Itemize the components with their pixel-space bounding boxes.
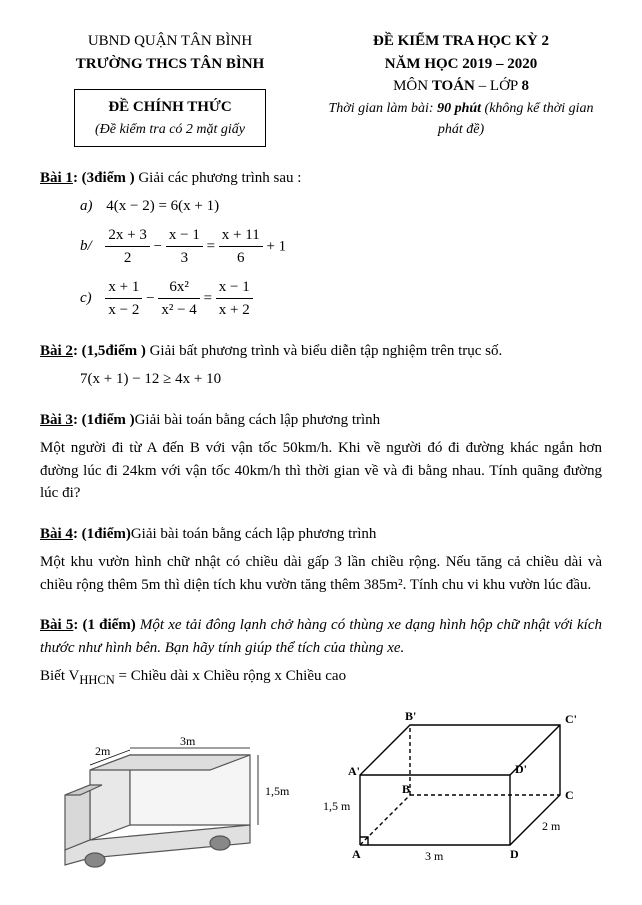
cube-diagram: B' C' A' D' B C A D 1,5 m 3 m 2 m [320,705,600,875]
q5-formula-tail: = Chiều dài x Chiều rộng x Chiều cao [115,668,346,684]
document-header: UBND QUẬN TÂN BÌNH TRƯỜNG THCS TÂN BÌNH … [40,30,602,147]
q1-b-f1-num: 2x + 3 [105,224,149,248]
q1-b-frac3: x + 116 [219,224,263,270]
q1-b-f3-den: 6 [219,247,263,270]
q2-title: Bài 2: (1,5điểm ) Giải bất phương trình … [40,340,602,363]
q2-text: Giải bất phương trình và biểu diễn tập n… [146,343,502,359]
q1-title: Bài 1: (3điểm ) Giải các phương trình sa… [40,167,602,190]
official-box: ĐỀ CHÍNH THỨC (Đề kiểm tra có 2 mặt giấy [74,89,266,147]
cube-Bp: B' [405,709,416,723]
equals-sign: = [204,290,216,306]
q1-b-f3-num: x + 11 [219,224,263,248]
time-prefix: Thời gian làm bài: [328,101,437,116]
q1-c-f3-num: x − 1 [216,276,253,300]
q5-title: Bài 5: (1 điểm) Một xe tải đông lạnh chở… [40,614,602,659]
question-5: Bài 5: (1 điểm) Một xe tải đông lạnh chở… [40,614,602,690]
cube-D: D [510,847,519,861]
q1-a-expr: 4(x − 2) = 6(x + 1) [106,198,219,214]
official-note: (Đề kiểm tra có 2 mặt giấy [95,119,245,140]
cube-dim-h: 1,5 m [323,799,351,813]
exam-time: Thời gian làm bài: 90 phút (không kể thờ… [320,98,602,140]
minus-sign: − [154,238,166,254]
q1-c-f1-den: x − 2 [105,299,142,322]
q4-points: : (1điểm) [73,526,131,542]
q1-b-f2-den: 3 [166,247,203,270]
school-name: TRƯỜNG THCS TÂN BÌNH [40,53,300,76]
q2-label: Bài 2 [40,343,73,359]
q1-c-frac2: 6x²x² − 4 [158,276,199,322]
cube-B: B [402,782,410,796]
subject-prefix: MÔN [393,78,432,94]
q3-points: : (1điểm ) [73,412,135,428]
q3-text: Giải bài toán bằng cách lập phương trình [135,412,381,428]
exam-year: NĂM HỌC 2019 – 2020 [320,53,602,76]
q1-c-frac1: x + 1x − 2 [105,276,142,322]
q1-points: : (3điểm ) [73,170,135,186]
q4-label: Bài 4 [40,526,73,542]
q3-label: Bài 3 [40,412,73,428]
q1-b-label: b/ [80,238,92,254]
question-4: Bài 4: (1điểm)Giải bài toán bằng cách lậ… [40,523,602,597]
q3-title: Bài 3: (1điểm )Giải bài toán bằng cách l… [40,409,602,432]
q2-points: : (1,5điểm ) [73,343,146,359]
q3-body: Một người đi từ A đến B với vận tốc 50km… [40,437,602,505]
q1-a: a) 4(x − 2) = 6(x + 1) [80,195,602,218]
q1-b: b/ 2x + 32 − x − 13 = x + 116 + 1 [80,224,602,270]
header-left: UBND QUẬN TÂN BÌNH TRƯỜNG THCS TÂN BÌNH … [40,30,300,147]
q2-expr: 7(x + 1) − 12 ≥ 4x + 10 [80,368,602,391]
q1-b-frac1: 2x + 32 [105,224,149,270]
subject-bold: TOÁN [432,78,475,94]
time-value: 90 phút [437,101,481,116]
question-2: Bài 2: (1,5điểm ) Giải bất phương trình … [40,340,602,391]
q4-title: Bài 4: (1điểm)Giải bài toán bằng cách lậ… [40,523,602,546]
equals-sign: = [207,238,219,254]
truck-diagram: 2m 3m 1,5m [40,715,300,875]
subject-grade: 8 [521,78,529,94]
q1-c-f3-den: x + 2 [216,299,253,322]
q1-c-f2-num: 6x² [158,276,199,300]
header-right: ĐỀ KIỂM TRA HỌC KỲ 2 NĂM HỌC 2019 – 2020… [320,30,602,147]
question-1: Bài 1: (3điểm ) Giải các phương trình sa… [40,167,602,322]
question-3: Bài 3: (1điểm )Giải bài toán bằng cách l… [40,409,602,505]
q5-formula-prefix: Biết V [40,668,79,684]
q1-b-tail: + 1 [266,238,286,254]
exam-title: ĐỀ KIỂM TRA HỌC KỲ 2 [320,30,602,53]
cube-C: C [565,788,574,802]
subject-suffix: – LỚP [475,78,522,94]
q5-label: Bài 5 [40,617,73,633]
q5-formula: Biết VHHCN = Chiều dài x Chiều rộng x Ch… [40,665,602,690]
minus-sign: − [146,290,158,306]
cube-Ap: A' [348,764,360,778]
diagrams-row: 2m 3m 1,5m B' C' A' D' [40,705,602,875]
exam-subject: MÔN TOÁN – LỚP 8 [320,75,602,98]
q4-text: Giải bài toán bằng cách lập phương trình [131,526,377,542]
q1-b-frac2: x − 13 [166,224,203,270]
cube-dim-l: 3 m [425,849,444,863]
q1-b-f2-num: x − 1 [166,224,203,248]
q1-b-f1-den: 2 [105,247,149,270]
cube-A: A [352,847,361,861]
cube-Cp: C' [565,712,577,726]
q5-points: : (1 điểm) [73,617,135,633]
q1-text: Giải các phương trình sau : [135,170,302,186]
cube-Dp: D' [515,762,527,776]
district-name: UBND QUẬN TÂN BÌNH [40,30,300,53]
q1-c-f1-num: x + 1 [105,276,142,300]
q1-c-f2-den: x² − 4 [158,299,199,322]
q1-c-label: c) [80,290,92,306]
q1-label: Bài 1 [40,170,73,186]
q4-body: Một khu vườn hình chữ nhật có chiều dài … [40,551,602,596]
q1-a-label: a) [80,198,93,214]
q1-c-frac3: x − 1x + 2 [216,276,253,322]
official-title: ĐỀ CHÍNH THỨC [95,96,245,119]
truck-dim-l: 3m [180,734,196,748]
cube-dim-w: 2 m [542,819,561,833]
truck-dim-h: 1,5m [265,784,290,798]
truck-dim-w: 2m [95,744,111,758]
q5-formula-sub: HHCN [79,673,114,687]
q1-c: c) x + 1x − 2 − 6x²x² − 4 = x − 1x + 2 [80,276,602,322]
